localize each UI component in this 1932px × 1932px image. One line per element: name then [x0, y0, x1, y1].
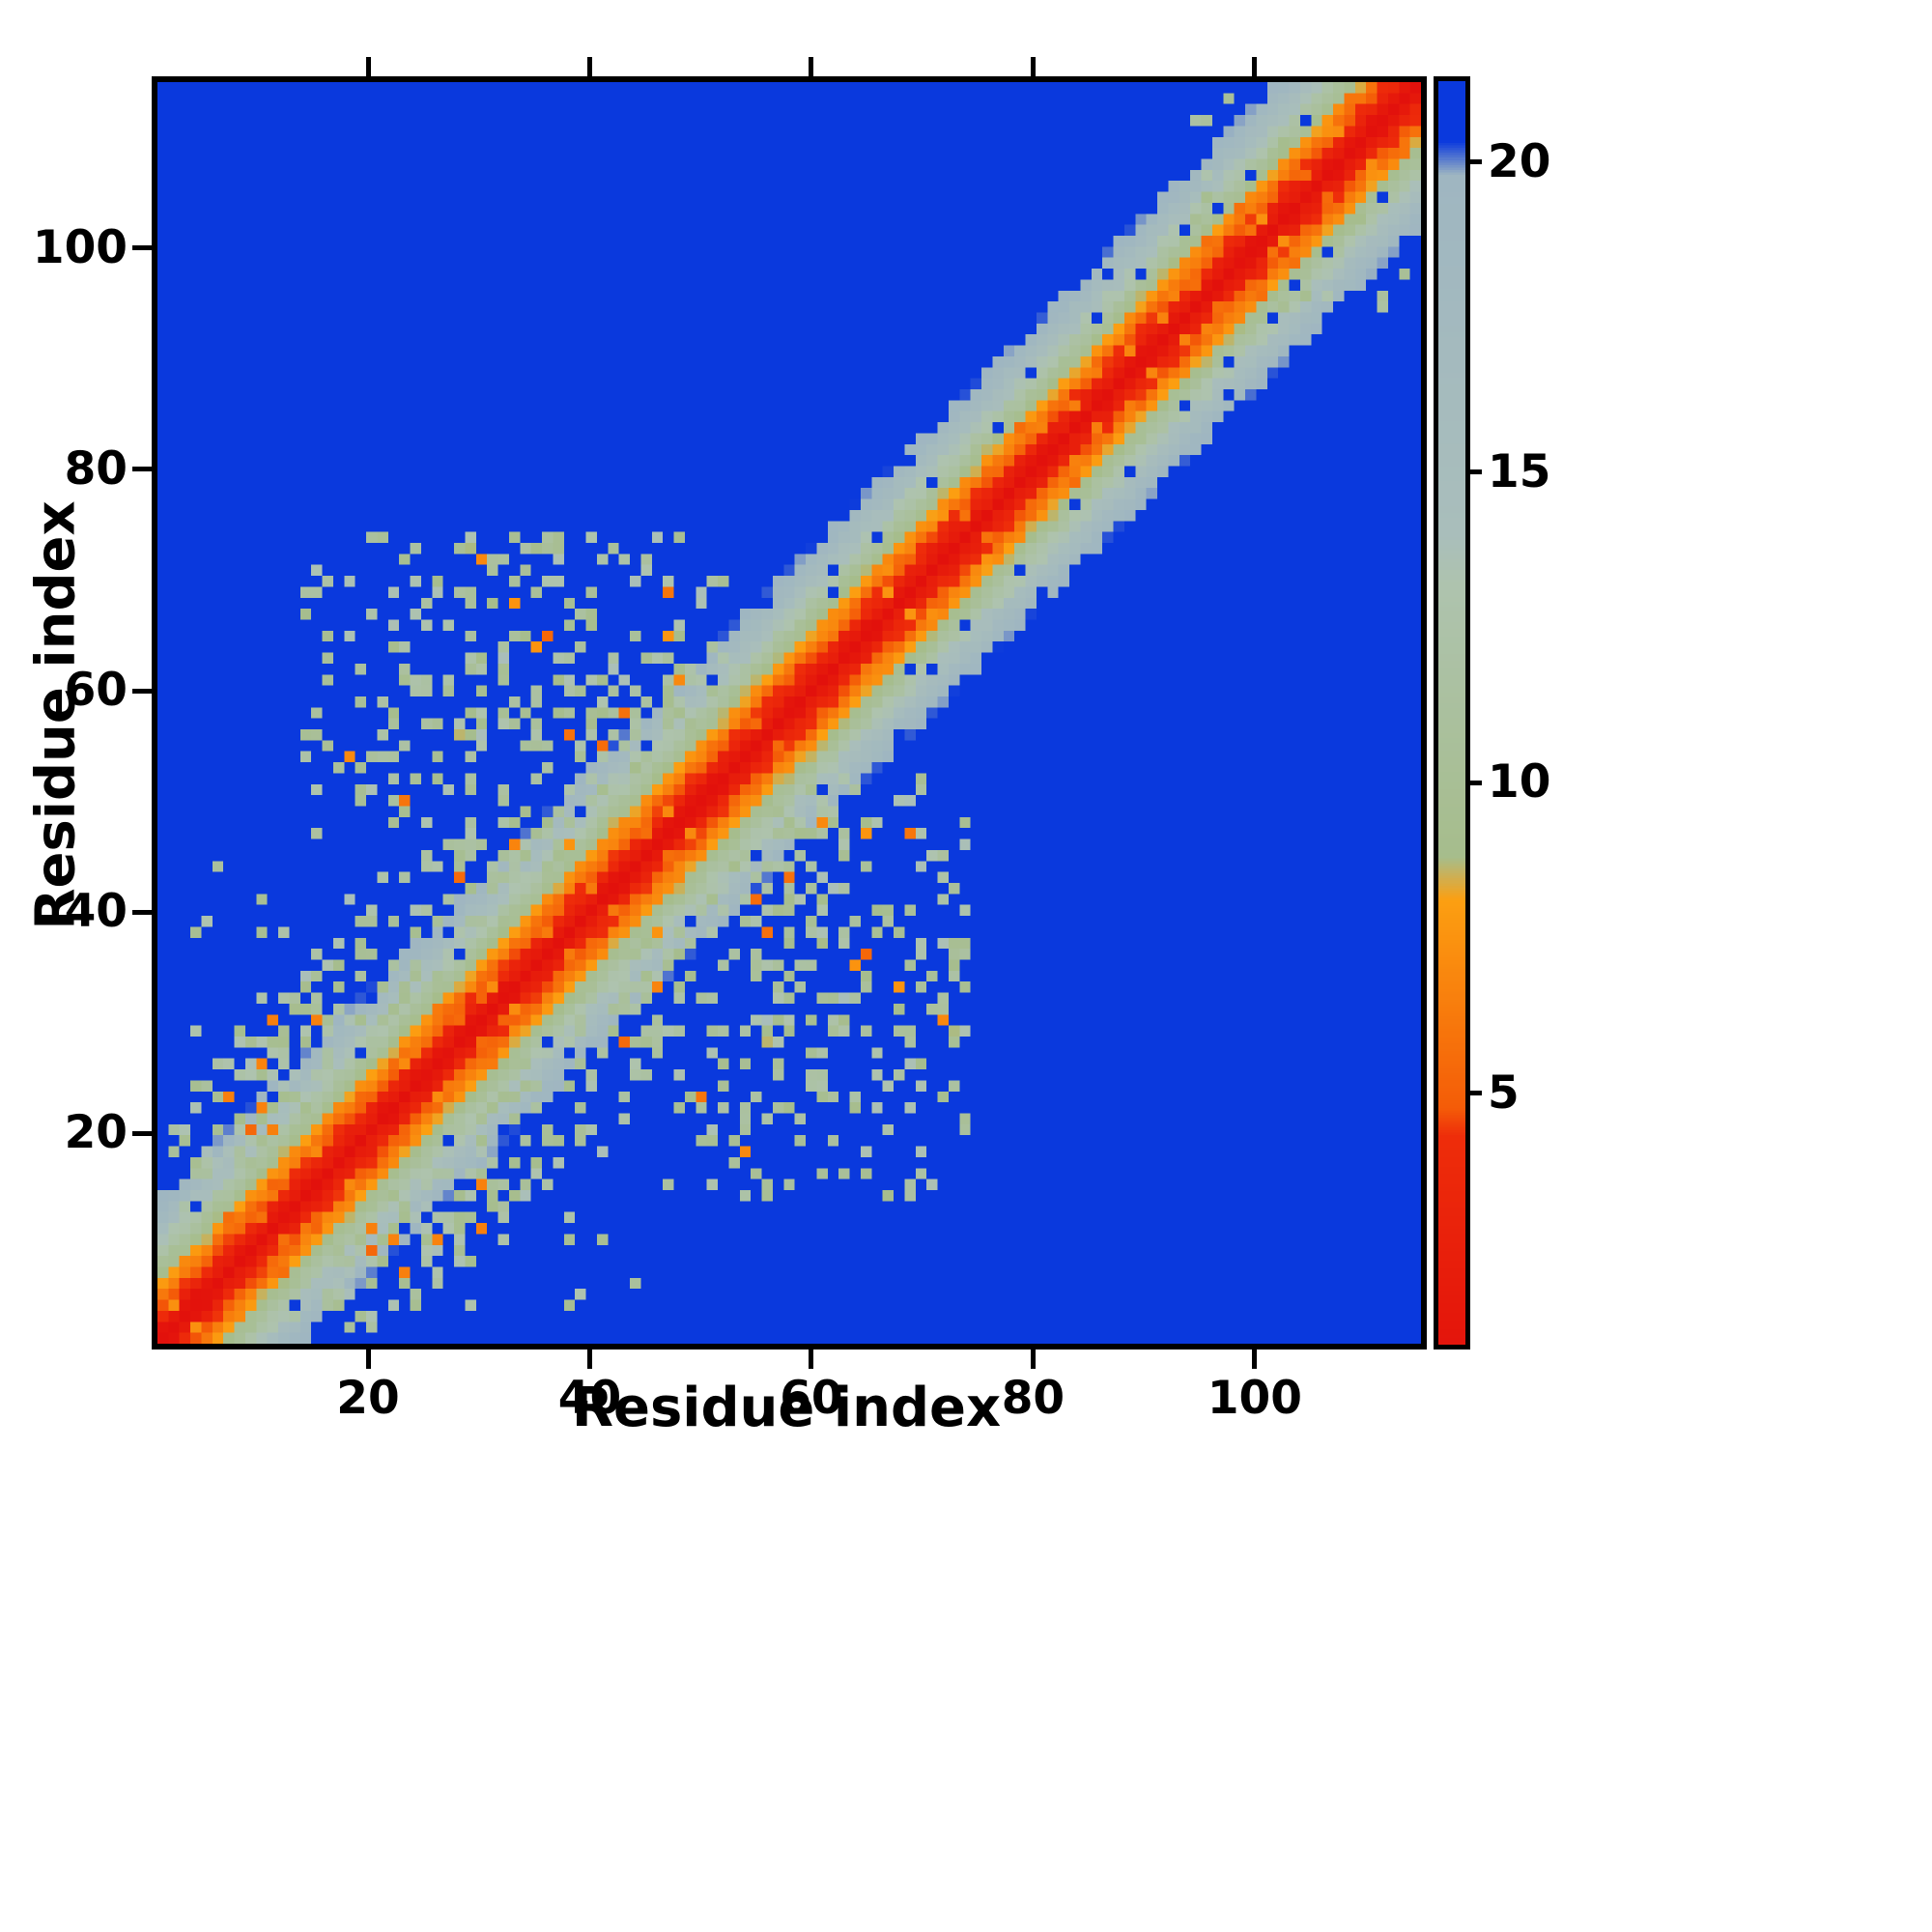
x-tick-mark-bottom [809, 1350, 814, 1369]
x-tick-label: 100 [1207, 1372, 1302, 1425]
y-tick-mark-left [132, 688, 152, 694]
colorbar [1434, 76, 1470, 1350]
y-tick-mark-left [132, 245, 152, 251]
heatmap-canvas [157, 82, 1421, 1344]
y-tick-label: 60 [64, 664, 128, 718]
x-tick-mark-top [1030, 57, 1036, 76]
y-tick-label: 100 [32, 220, 128, 274]
y-tick-mark-left [132, 909, 152, 915]
x-tick-mark-top [586, 57, 592, 76]
colorbar-tick-mark [1466, 469, 1482, 475]
x-tick-mark-bottom [365, 1350, 371, 1369]
colorbar-tick-mark [1466, 1091, 1482, 1096]
colorbar-tick-mark [1466, 159, 1482, 165]
x-axis-label: Residue index [571, 1377, 1002, 1439]
x-tick-label: 80 [1001, 1372, 1065, 1425]
x-tick-mark-top [809, 57, 814, 76]
x-tick-mark-top [1252, 57, 1258, 76]
heatmap-plot-area [152, 76, 1427, 1350]
colorbar-tick-label: 20 [1488, 134, 1551, 188]
colorbar-tick-label: 10 [1488, 755, 1551, 810]
colorbar-tick-label: 5 [1488, 1065, 1520, 1120]
x-tick-label: 20 [336, 1372, 400, 1425]
x-tick-label: 40 [557, 1372, 622, 1425]
x-tick-mark-bottom [1030, 1350, 1036, 1369]
y-tick-label: 40 [64, 885, 128, 939]
colorbar-canvas [1438, 81, 1465, 1345]
x-tick-mark-top [365, 57, 371, 76]
y-tick-label: 80 [64, 441, 128, 496]
x-tick-mark-bottom [1252, 1350, 1258, 1369]
y-tick-mark-left [132, 1130, 152, 1136]
x-tick-label: 60 [780, 1372, 843, 1425]
x-tick-mark-bottom [586, 1350, 592, 1369]
colorbar-tick-mark [1466, 780, 1482, 785]
colorbar-tick-label: 15 [1488, 444, 1551, 498]
y-tick-label: 20 [64, 1106, 128, 1160]
y-tick-mark-left [132, 467, 152, 472]
